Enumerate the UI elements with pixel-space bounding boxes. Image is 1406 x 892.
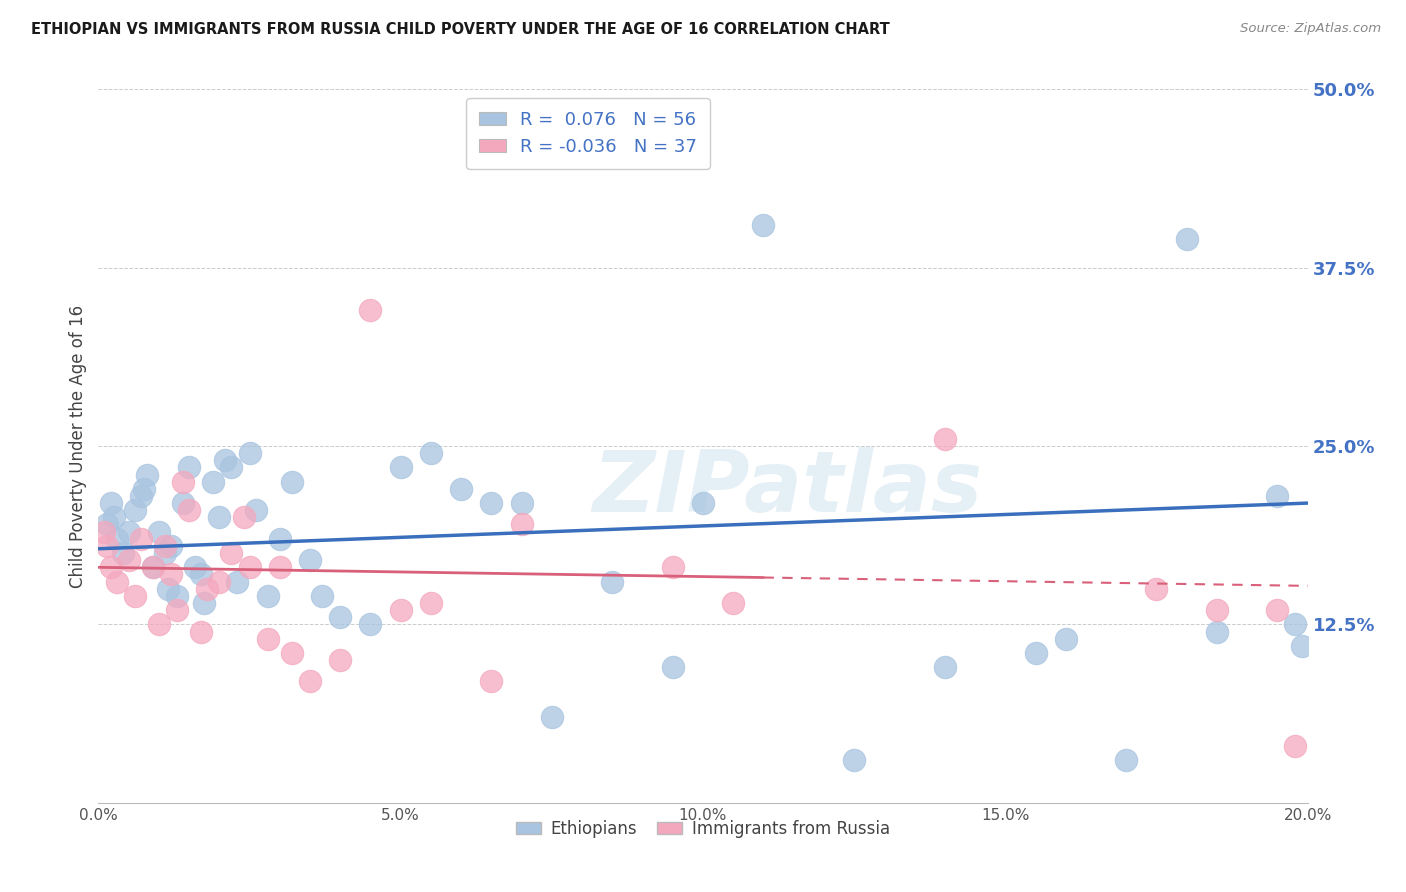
- Point: [232, 510, 254, 524]
- Point: [1267, 489, 1289, 503]
- Point: [208, 574, 231, 589]
- Point: [153, 539, 176, 553]
- Point: [245, 503, 267, 517]
- Point: [602, 574, 624, 589]
- Point: [100, 560, 122, 574]
- Point: [256, 632, 278, 646]
- Point: [160, 567, 183, 582]
- Point: [193, 596, 215, 610]
- Point: [190, 567, 212, 582]
- Point: [96, 517, 118, 532]
- Point: [100, 496, 122, 510]
- Point: [299, 553, 322, 567]
- Point: [481, 496, 503, 510]
- Point: [221, 546, 243, 560]
- Point: [148, 617, 170, 632]
- Point: [1206, 624, 1229, 639]
- Point: [1284, 739, 1306, 753]
- Point: [281, 646, 304, 660]
- Point: [103, 510, 125, 524]
- Text: Source: ZipAtlas.com: Source: ZipAtlas.com: [1240, 22, 1381, 36]
- Point: [934, 432, 956, 446]
- Point: [1284, 617, 1306, 632]
- Point: [1206, 603, 1229, 617]
- Point: [239, 446, 262, 460]
- Point: [195, 582, 218, 596]
- Point: [281, 475, 304, 489]
- Point: [1175, 232, 1198, 246]
- Point: [844, 753, 866, 767]
- Point: [156, 582, 179, 596]
- Point: [105, 574, 128, 589]
- Point: [540, 710, 562, 724]
- Point: [124, 589, 146, 603]
- Point: [226, 574, 249, 589]
- Point: [118, 553, 141, 567]
- Point: [661, 660, 683, 674]
- Point: [148, 524, 170, 539]
- Text: ZIPatlas: ZIPatlas: [592, 447, 983, 531]
- Point: [510, 496, 533, 510]
- Point: [160, 539, 183, 553]
- Point: [752, 218, 775, 232]
- Point: [692, 496, 714, 510]
- Point: [132, 482, 155, 496]
- Point: [1291, 639, 1313, 653]
- Point: [389, 460, 412, 475]
- Point: [661, 560, 683, 574]
- Y-axis label: Child Poverty Under the Age of 16: Child Poverty Under the Age of 16: [69, 304, 87, 588]
- Point: [172, 496, 194, 510]
- Legend: Ethiopians, Immigrants from Russia: Ethiopians, Immigrants from Russia: [509, 814, 897, 845]
- Point: [389, 603, 412, 617]
- Point: [934, 660, 956, 674]
- Point: [166, 589, 188, 603]
- Point: [1146, 582, 1168, 596]
- Point: [129, 489, 152, 503]
- Point: [329, 653, 352, 667]
- Point: [269, 532, 291, 546]
- Point: [142, 560, 165, 574]
- Point: [420, 596, 443, 610]
- Point: [329, 610, 352, 624]
- Point: [135, 467, 157, 482]
- Point: [1267, 603, 1289, 617]
- Point: [184, 560, 207, 574]
- Point: [311, 589, 333, 603]
- Point: [360, 617, 382, 632]
- Point: [510, 517, 533, 532]
- Point: [172, 475, 194, 489]
- Point: [360, 303, 382, 318]
- Point: [142, 560, 165, 574]
- Point: [208, 510, 231, 524]
- Point: [118, 524, 141, 539]
- Point: [1024, 646, 1046, 660]
- Point: [450, 482, 472, 496]
- Point: [723, 596, 745, 610]
- Point: [256, 589, 278, 603]
- Point: [190, 624, 212, 639]
- Point: [1115, 753, 1137, 767]
- Point: [221, 460, 243, 475]
- Point: [239, 560, 262, 574]
- Point: [179, 460, 201, 475]
- Point: [202, 475, 225, 489]
- Text: ETHIOPIAN VS IMMIGRANTS FROM RUSSIA CHILD POVERTY UNDER THE AGE OF 16 CORRELATIO: ETHIOPIAN VS IMMIGRANTS FROM RUSSIA CHIL…: [31, 22, 890, 37]
- Point: [179, 503, 201, 517]
- Point: [93, 524, 115, 539]
- Point: [129, 532, 152, 546]
- Point: [166, 603, 188, 617]
- Point: [153, 546, 176, 560]
- Point: [481, 674, 503, 689]
- Point: [111, 546, 134, 560]
- Point: [96, 539, 118, 553]
- Point: [299, 674, 322, 689]
- Point: [1146, 61, 1168, 75]
- Point: [214, 453, 236, 467]
- Point: [1054, 632, 1077, 646]
- Point: [269, 560, 291, 574]
- Point: [420, 446, 443, 460]
- Point: [105, 532, 128, 546]
- Point: [124, 503, 146, 517]
